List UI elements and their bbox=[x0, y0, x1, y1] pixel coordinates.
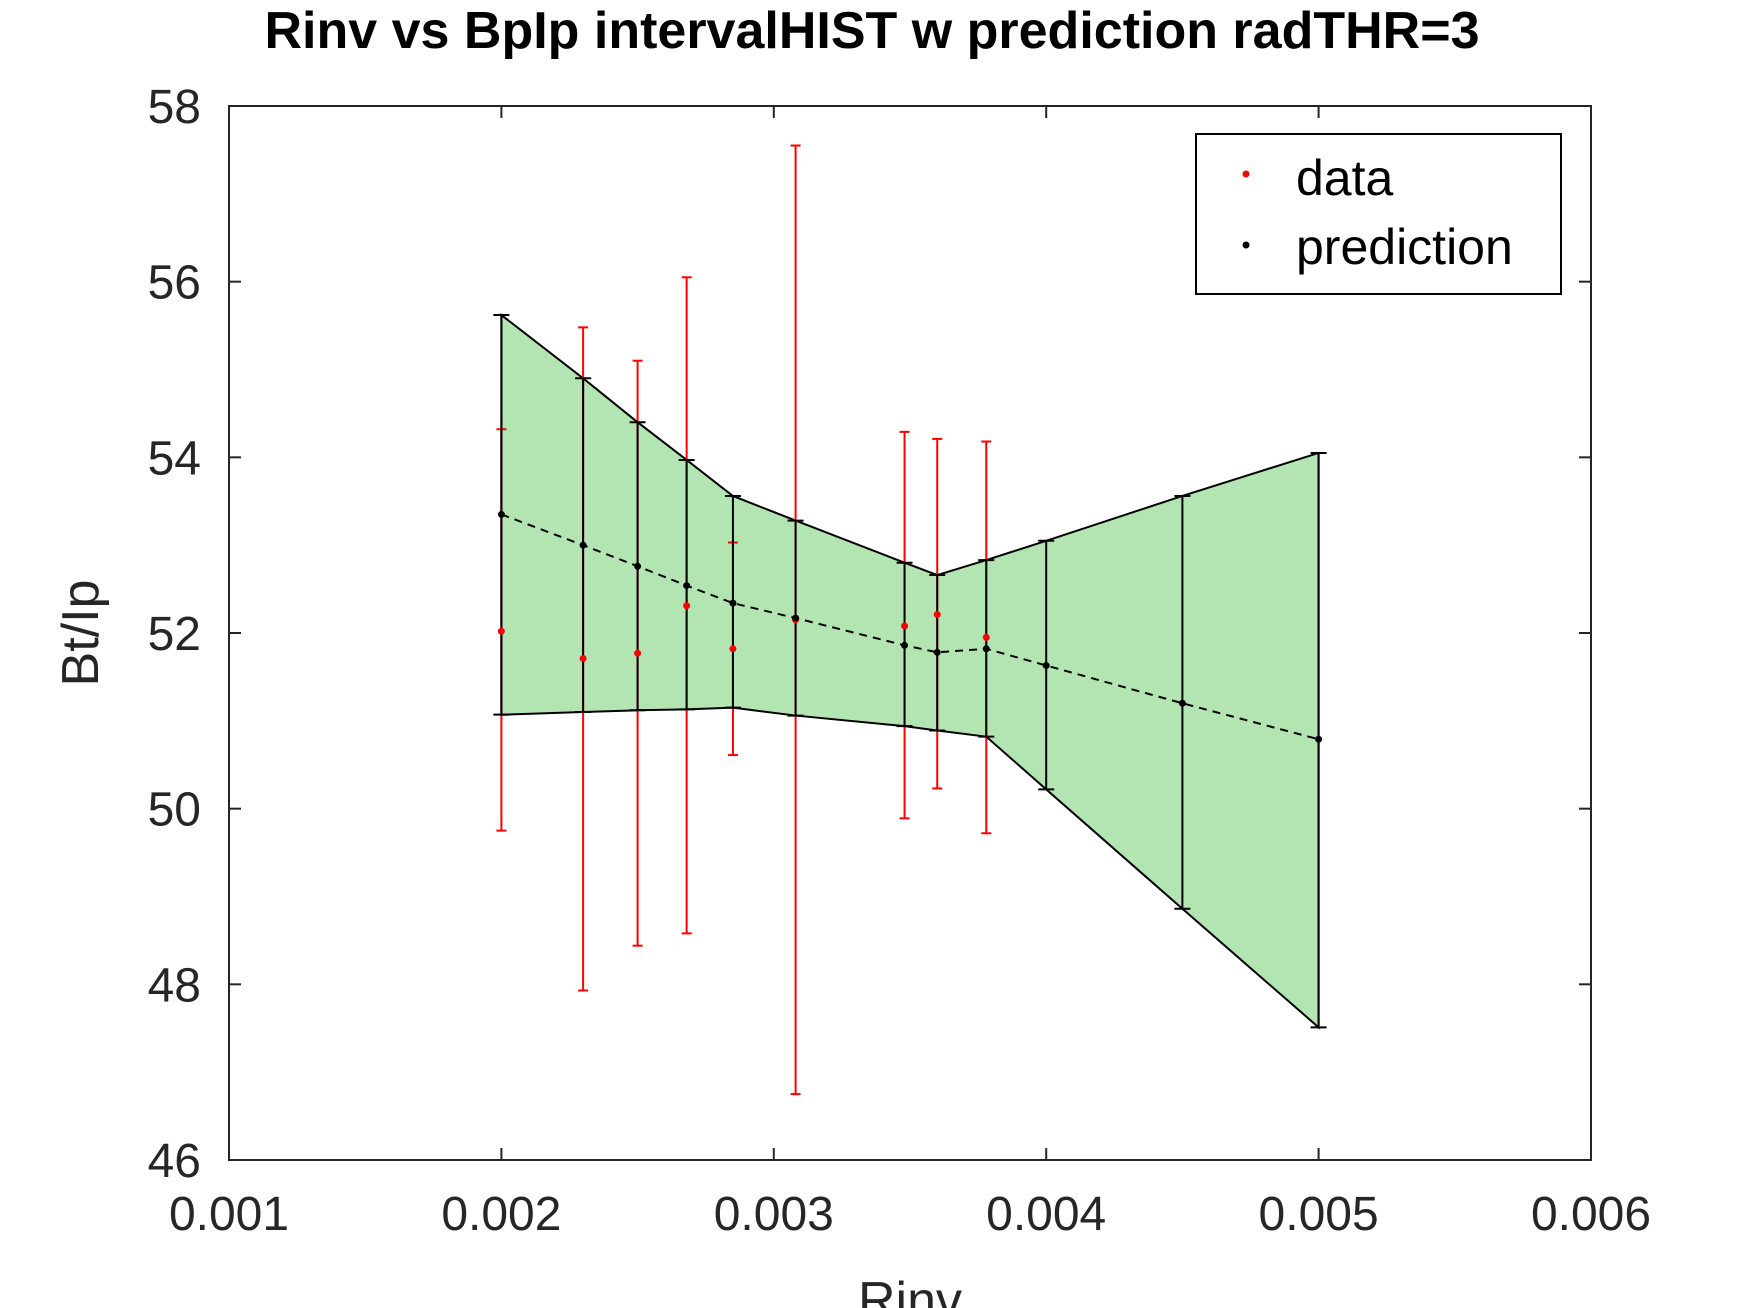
x-tick-label: 0.005 bbox=[1259, 1188, 1379, 1241]
x-tick-label: 0.003 bbox=[714, 1188, 834, 1241]
data-point bbox=[901, 622, 909, 630]
prediction-point bbox=[1042, 661, 1050, 669]
legend-marker-prediction bbox=[1242, 241, 1250, 249]
data-point bbox=[579, 654, 587, 662]
prediction-point bbox=[933, 648, 941, 656]
y-axis-label: Bt/Ip bbox=[52, 580, 110, 687]
prediction-point bbox=[579, 541, 587, 549]
x-tick-label: 0.002 bbox=[441, 1188, 561, 1241]
y-tick-label: 46 bbox=[148, 1135, 201, 1188]
legend-label-data: data bbox=[1296, 150, 1394, 206]
y-tick-label: 54 bbox=[148, 432, 201, 485]
x-axis-label: Rinv bbox=[858, 1272, 962, 1308]
y-tick-label: 50 bbox=[148, 784, 201, 837]
data-point bbox=[683, 602, 691, 610]
prediction-point bbox=[634, 562, 642, 570]
x-tick-label: 0.001 bbox=[169, 1188, 289, 1241]
data-point bbox=[497, 627, 505, 635]
prediction-point bbox=[729, 599, 737, 607]
prediction-point bbox=[901, 641, 909, 649]
data-point bbox=[729, 645, 737, 653]
y-tick-label: 58 bbox=[148, 81, 201, 134]
x-tick-label: 0.006 bbox=[1531, 1188, 1651, 1241]
prediction-point bbox=[497, 510, 505, 518]
data-point bbox=[982, 633, 990, 641]
prediction-point bbox=[1178, 699, 1186, 707]
x-tick-label: 0.004 bbox=[986, 1188, 1106, 1241]
legend-box bbox=[1195, 133, 1562, 295]
y-tick-label: 48 bbox=[148, 959, 201, 1012]
prediction-point bbox=[683, 582, 691, 590]
legend-marker-data bbox=[1242, 170, 1250, 178]
prediction-band-area bbox=[500, 313, 1320, 1030]
prediction-point bbox=[792, 614, 800, 622]
prediction-point bbox=[1315, 735, 1323, 743]
chart-title: Rinv vs BpIp intervalHIST w prediction r… bbox=[264, 2, 1479, 60]
prediction-line bbox=[501, 513, 1319, 741]
y-tick-label: 52 bbox=[148, 608, 201, 661]
prediction-band bbox=[500, 313, 1320, 1030]
y-tick-label: 56 bbox=[148, 257, 201, 310]
data-point bbox=[933, 611, 941, 619]
prediction-point bbox=[982, 645, 990, 653]
data-point bbox=[634, 649, 642, 657]
axis-ticks: 0.001 0.002 0.003 0.004 0.005 0.006 46 48 50 52 54… bbox=[148, 81, 1651, 1241]
plot-area bbox=[493, 144, 1327, 1096]
legend-label-prediction: prediction bbox=[1296, 219, 1513, 275]
legend: data prediction bbox=[1195, 133, 1562, 295]
